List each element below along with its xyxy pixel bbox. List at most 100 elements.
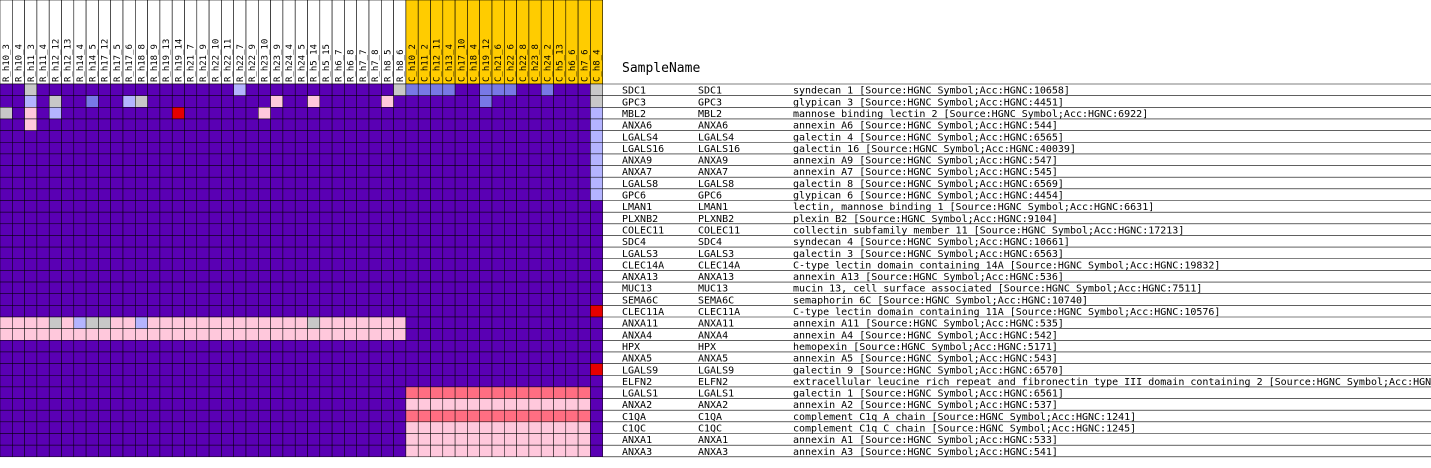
heatmap-cell [0, 107, 13, 120]
heatmap-cell [553, 409, 567, 423]
heatmap-cell [307, 409, 321, 423]
heatmap-cell [36, 305, 50, 318]
heatmap-cell [553, 328, 567, 341]
heatmap-cell [48, 281, 62, 294]
heatmap-cell [442, 83, 456, 96]
heatmap-cell [454, 211, 468, 225]
heatmap-cell [85, 200, 99, 213]
heatmap-cell [491, 293, 505, 306]
heatmap-cell [73, 340, 87, 353]
heatmap-cell [577, 340, 591, 353]
heatmap-cell [553, 176, 567, 190]
row-symbol: ANXA9 [622, 156, 652, 167]
heatmap-cell [516, 176, 530, 190]
heatmap-cell [417, 409, 431, 423]
heatmap-cell [12, 118, 25, 131]
heatmap-cell [196, 328, 210, 341]
heatmap-cell [577, 142, 591, 155]
heatmap-cell [417, 270, 431, 283]
heatmap-cell [417, 118, 431, 131]
heatmap-cell [528, 375, 542, 388]
heatmap-cell [258, 176, 271, 190]
sample-name-title: SampleName [622, 61, 700, 76]
heatmap-cell [221, 246, 234, 260]
heatmap-cell [0, 293, 13, 306]
heatmap-cell [0, 305, 13, 318]
heatmap-cell [319, 246, 333, 260]
heatmap-cell [319, 351, 333, 364]
heatmap-cell [0, 375, 13, 388]
heatmap-cell [208, 153, 222, 166]
heatmap-cell [356, 398, 370, 411]
heatmap-cell [110, 107, 124, 120]
heatmap-cell [467, 235, 480, 248]
heatmap-cell [331, 142, 345, 155]
heatmap-cell [0, 211, 13, 225]
heatmap-cell [0, 340, 13, 353]
heatmap-cell [491, 409, 505, 423]
heatmap-cell [282, 130, 296, 143]
heatmap-cell [12, 305, 25, 318]
heatmap-cell [368, 176, 382, 190]
row-description: annexin A6 [Source:HGNC Symbol;Acc:HGNC:… [793, 121, 1058, 132]
heatmap-cell [221, 211, 234, 225]
column-label: R_h12_13 [64, 39, 74, 82]
heatmap-cell [540, 433, 554, 446]
heatmap-cell [135, 95, 148, 108]
row-symbol: MBL2 [622, 109, 646, 120]
heatmap-cell [356, 246, 370, 260]
heatmap-cell [12, 142, 25, 155]
heatmap-cell [98, 316, 111, 329]
heatmap-cell [208, 421, 222, 434]
heatmap-cell [147, 107, 161, 120]
heatmap-cell [85, 235, 99, 248]
heatmap-cell [147, 281, 161, 294]
heatmap-cell [344, 188, 357, 201]
row-description: syndecan 1 [Source:HGNC Symbol;Acc:HGNC:… [793, 86, 1070, 97]
heatmap-cell [61, 107, 75, 120]
heatmap-cell [553, 235, 567, 248]
heatmap-cell [405, 235, 419, 248]
heatmap-cell [393, 270, 407, 283]
heatmap-cell [405, 188, 419, 201]
heatmap-cell [48, 246, 62, 260]
heatmap-cell [12, 433, 25, 446]
heatmap-cell [282, 188, 296, 201]
heatmap-cell [504, 223, 517, 236]
heatmap-cell [504, 165, 517, 178]
heatmap-cell [307, 211, 321, 225]
heatmap-cell [122, 270, 136, 283]
heatmap-cell [282, 281, 296, 294]
heatmap-cell [467, 107, 480, 120]
heatmap-cell [356, 293, 370, 306]
heatmap-cell [565, 386, 579, 399]
heatmap-cell [0, 130, 13, 143]
heatmap-cell [319, 95, 333, 108]
heatmap-cell [294, 328, 308, 341]
heatmap-cell [417, 235, 431, 248]
heatmap-cell [467, 444, 480, 458]
heatmap-cell [405, 398, 419, 411]
heatmap-cell [331, 165, 345, 178]
heatmap-cell [381, 328, 394, 341]
heatmap-cell [331, 375, 345, 388]
heatmap-cell [344, 176, 357, 190]
heatmap-cell [381, 351, 394, 364]
heatmap-cell [48, 433, 62, 446]
heatmap-cell [196, 165, 210, 178]
heatmap-cell [577, 305, 591, 318]
heatmap-cell [184, 188, 198, 201]
heatmap-cell [356, 340, 370, 353]
row-id: LGALS3 [698, 249, 734, 260]
heatmap-cell [442, 211, 456, 225]
heatmap-cell [491, 200, 505, 213]
heatmap-cell [184, 421, 198, 434]
heatmap-cell [381, 375, 394, 388]
heatmap-cell [540, 421, 554, 434]
heatmap-cell [590, 258, 603, 271]
heatmap-cell [528, 281, 542, 294]
heatmap-cell [516, 375, 530, 388]
heatmap-cell [381, 316, 394, 329]
row-id: ELFN2 [698, 377, 728, 388]
heatmap-cell [159, 153, 173, 166]
